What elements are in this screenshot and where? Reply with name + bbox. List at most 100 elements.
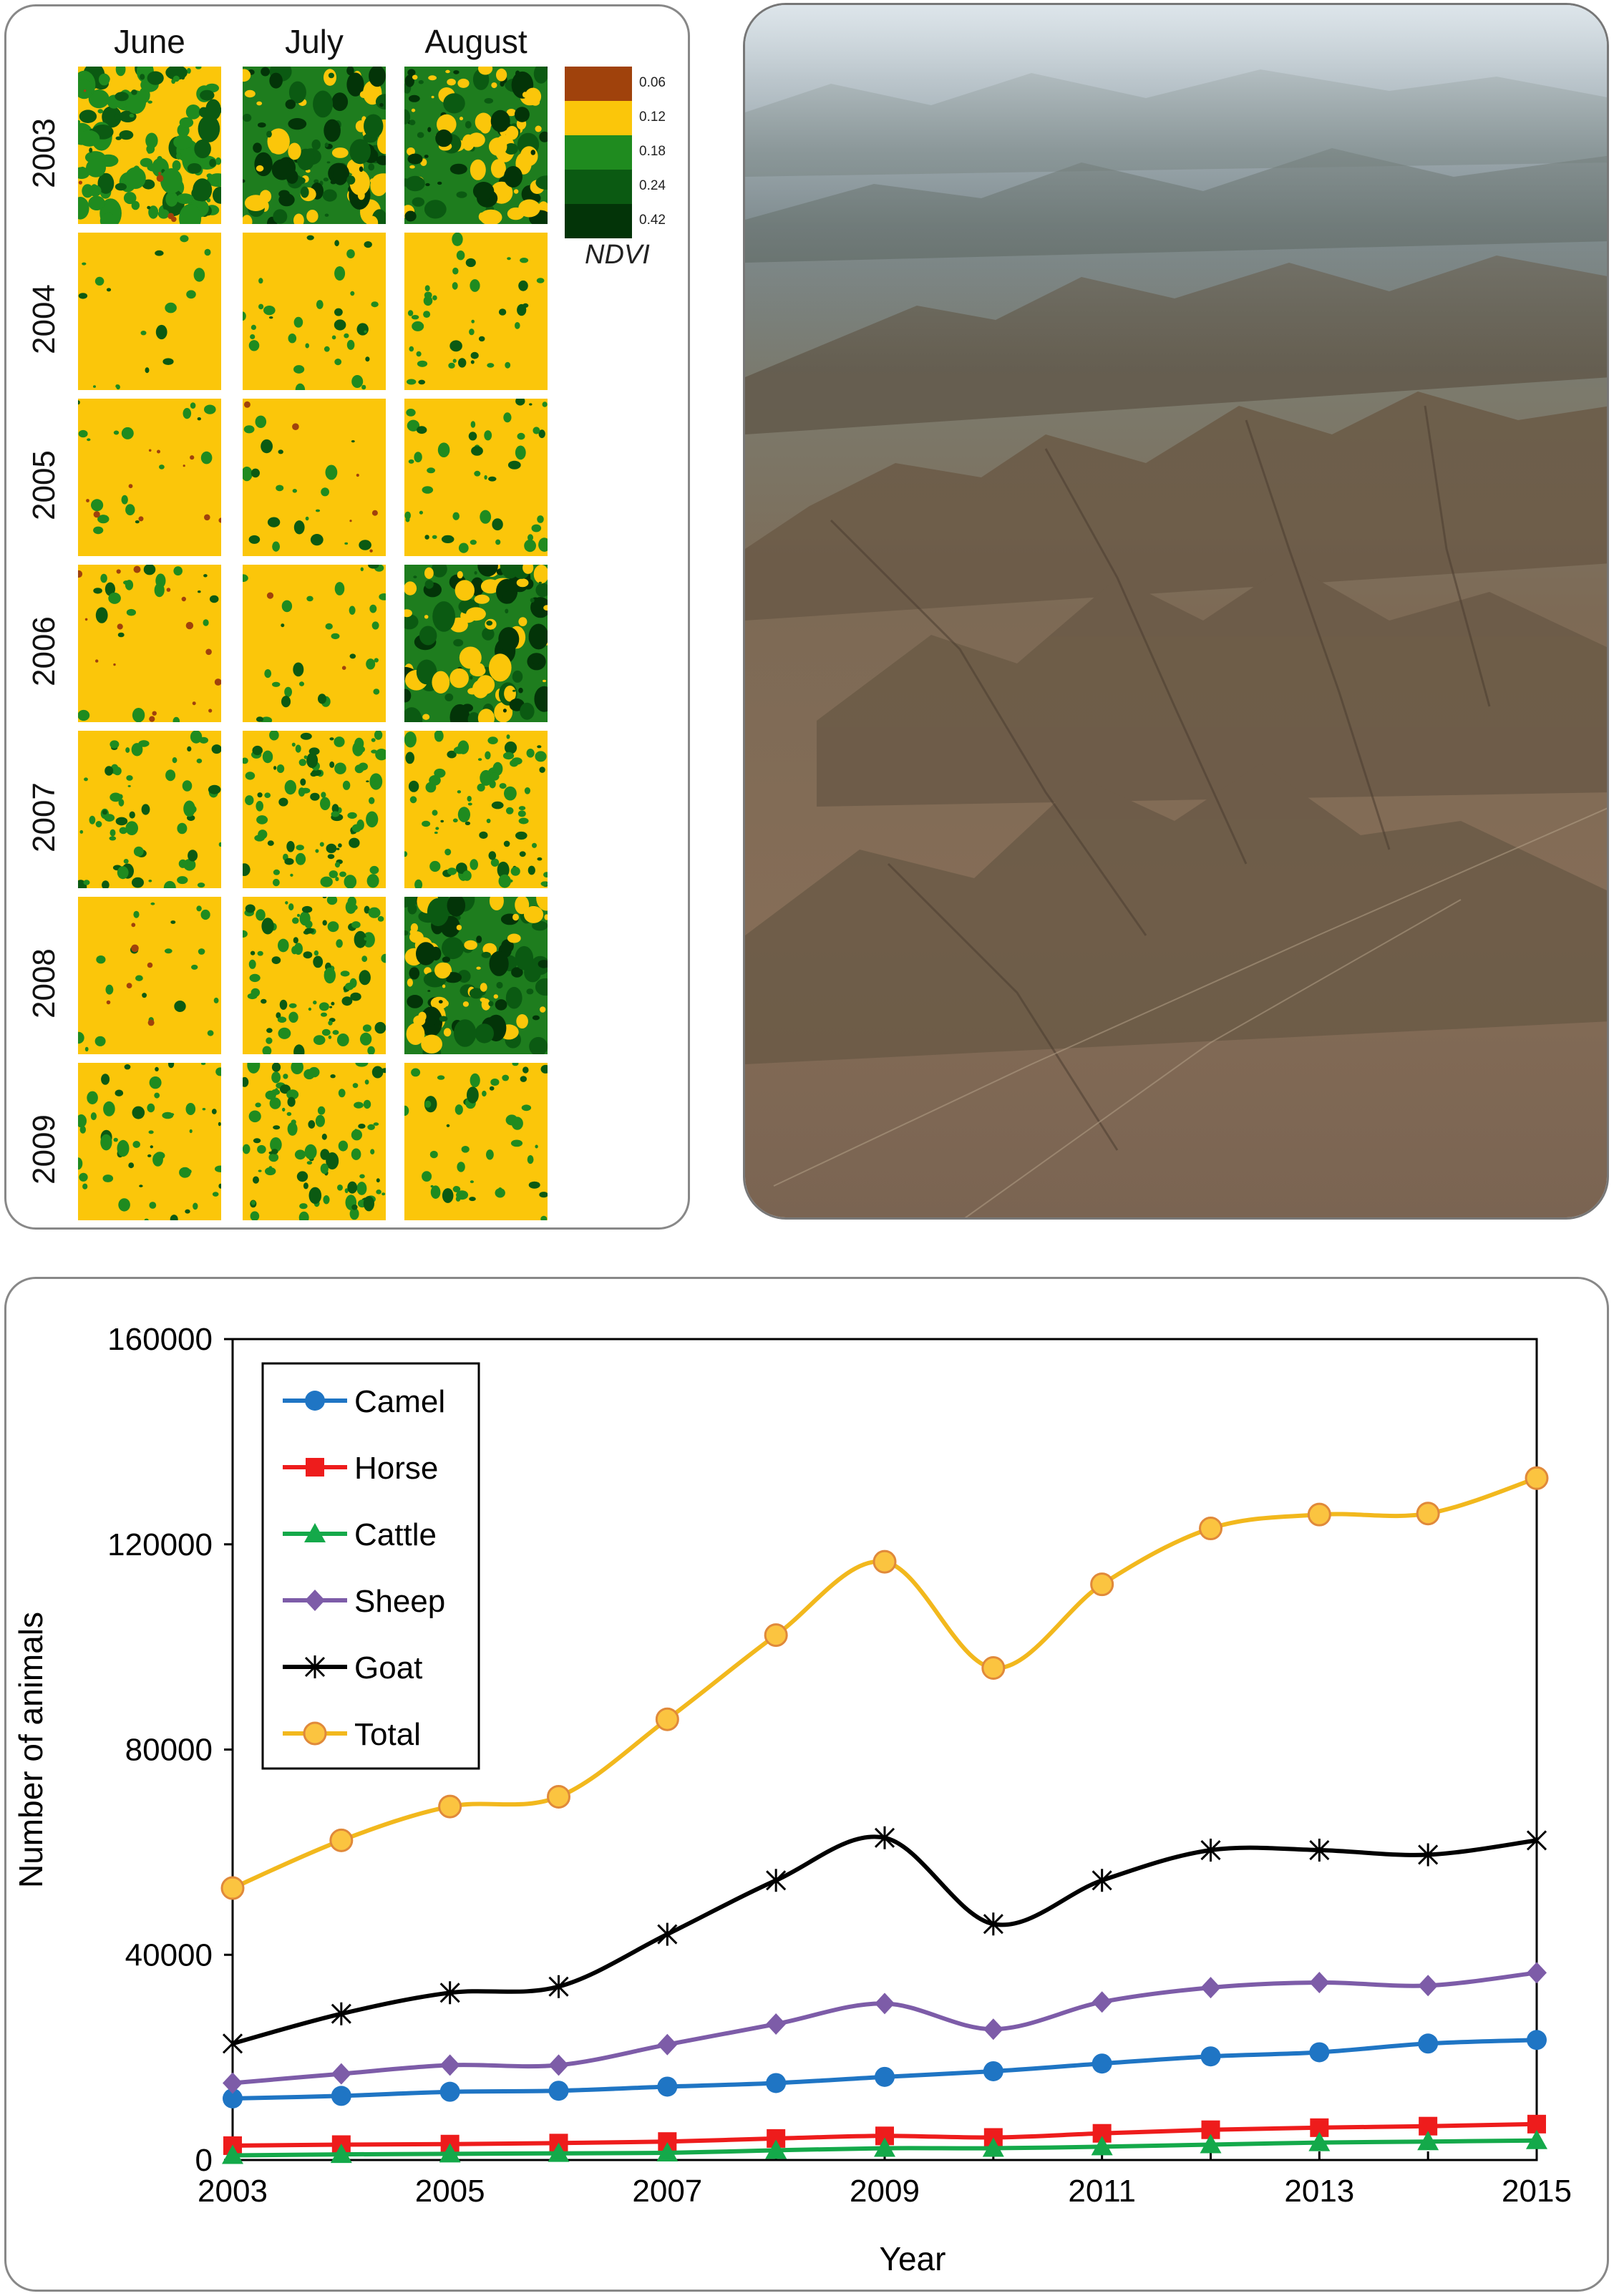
data-point-camel bbox=[657, 2076, 678, 2097]
data-point-camel bbox=[766, 2073, 787, 2093]
ndvi-map-2008-july bbox=[243, 897, 386, 1054]
data-point-total bbox=[220, 1876, 245, 1900]
x-tick-label: 2013 bbox=[1284, 2174, 1354, 2209]
year-label-2005: 2005 bbox=[26, 450, 62, 520]
ndvi-map-2006-june bbox=[78, 565, 221, 722]
data-point-camel bbox=[331, 2086, 351, 2106]
data-point-sheep bbox=[1092, 1991, 1112, 2013]
data-point-total bbox=[1090, 1572, 1114, 1597]
ndvi-legend-value: 0.24 bbox=[639, 178, 666, 193]
data-point-total bbox=[1525, 1466, 1549, 1490]
data-point-goat bbox=[1526, 1829, 1547, 1852]
ndvi-map-2006-august bbox=[404, 565, 548, 722]
year-label-2006: 2006 bbox=[26, 616, 62, 686]
legend-entry-horse: Horse bbox=[283, 1451, 438, 1486]
legend-marker-total bbox=[303, 1721, 327, 1746]
data-point-sheep bbox=[223, 2072, 243, 2094]
x-tick-label: 2005 bbox=[415, 2174, 485, 2209]
series-sheep bbox=[223, 1962, 1547, 2094]
year-label-2004: 2004 bbox=[26, 284, 62, 354]
x-tick-label: 2011 bbox=[1068, 2174, 1136, 2209]
data-point-total bbox=[872, 1550, 897, 1574]
year-label-2007: 2007 bbox=[26, 782, 62, 852]
data-point-goat bbox=[983, 1912, 1003, 1936]
ndvi-panel: 0.06 0.12 0.18 0.24 0.42 NDVI June July August… bbox=[4, 4, 690, 1230]
ndvi-map-2009-july bbox=[243, 1063, 386, 1220]
ndvi-map-2005-august bbox=[404, 399, 548, 556]
data-point-cattle bbox=[439, 2143, 461, 2163]
data-point-total bbox=[1199, 1517, 1222, 1541]
data-point-sheep bbox=[766, 2013, 787, 2035]
legend-label-sheep: Sheep bbox=[354, 1584, 445, 1619]
data-point-goat bbox=[657, 1922, 678, 1946]
month-header-july: July bbox=[285, 23, 344, 60]
data-point-camel bbox=[548, 2081, 569, 2101]
data-point-camel bbox=[223, 2088, 243, 2108]
data-point-cattle bbox=[1200, 2134, 1222, 2154]
data-point-sheep bbox=[1200, 1977, 1221, 1999]
ndvi-legend-value: 0.42 bbox=[639, 213, 666, 228]
y-tick-label: 40000 bbox=[125, 1937, 213, 1972]
data-point-goat bbox=[222, 2032, 243, 2056]
ndvi-legend-swatch bbox=[565, 170, 632, 204]
x-tick-label: 2009 bbox=[850, 2174, 920, 2209]
ndvi-legend-swatch bbox=[565, 101, 632, 135]
data-point-goat bbox=[439, 1981, 460, 2005]
data-point-total bbox=[1416, 1502, 1440, 1526]
ndvi-map-2004-july bbox=[243, 233, 386, 390]
legend-entry-goat: Goat bbox=[283, 1650, 422, 1685]
livestock-chart-panel: 0 40000 80000 120000 160000 2003 2005 2007 2009… bbox=[4, 1277, 1609, 2292]
legend-marker-cattle bbox=[304, 1523, 326, 1542]
x-axis-label: Year bbox=[880, 2240, 946, 2277]
legend-entry-total: Total bbox=[283, 1717, 421, 1752]
legend-marker-camel bbox=[305, 1391, 325, 1411]
data-point-cattle bbox=[982, 2137, 1004, 2157]
x-tick-label: 2015 bbox=[1502, 2174, 1572, 2209]
y-tick-label: 160000 bbox=[107, 1322, 213, 1357]
y-tick-label: 0 bbox=[195, 2143, 213, 2178]
data-point-camel bbox=[1092, 2053, 1112, 2074]
ndvi-map-2009-august bbox=[404, 1063, 548, 1220]
ndvi-map-2003-june bbox=[78, 67, 221, 224]
legend-label-total: Total bbox=[354, 1717, 421, 1752]
data-point-total bbox=[655, 1707, 679, 1731]
legend-label-camel: Camel bbox=[354, 1384, 445, 1419]
data-point-sheep bbox=[548, 2054, 569, 2076]
ndvi-map-2005-july bbox=[243, 399, 386, 556]
legend-box bbox=[261, 1362, 480, 1770]
livestock-line-chart: 0 40000 80000 120000 160000 2003 2005 2007 2009… bbox=[12, 1322, 1572, 2277]
data-point-sheep bbox=[657, 2033, 678, 2056]
month-header-august: August bbox=[424, 23, 528, 60]
ndvi-map-2007-june bbox=[78, 731, 221, 888]
ndvi-legend-swatch bbox=[565, 67, 632, 101]
ndvi-map-2008-august bbox=[404, 897, 548, 1054]
ndvi-legend-value: 0.18 bbox=[639, 144, 666, 159]
data-point-total bbox=[438, 1794, 462, 1819]
data-point-camel bbox=[875, 2066, 895, 2087]
data-point-total bbox=[329, 1828, 354, 1852]
ndvi-legend-swatch bbox=[565, 135, 632, 170]
year-label-2009: 2009 bbox=[26, 1114, 62, 1185]
data-point-goat bbox=[874, 1826, 895, 1849]
legend-entry-camel: Camel bbox=[283, 1384, 445, 1419]
ndvi-map-2007-july bbox=[243, 731, 386, 888]
x-tick-label: 2003 bbox=[198, 2174, 268, 2209]
data-point-sheep bbox=[439, 2054, 460, 2076]
data-point-camel bbox=[1200, 2046, 1221, 2067]
data-point-sheep bbox=[1309, 1971, 1330, 1993]
ndvi-map-2006-july bbox=[243, 565, 386, 722]
data-point-sheep bbox=[875, 1993, 895, 2015]
ndvi-legend-swatch bbox=[565, 204, 632, 238]
data-point-sheep bbox=[983, 2018, 1003, 2040]
legend-marker-sheep bbox=[305, 1590, 325, 1611]
ndvi-legend-title: NDVI bbox=[585, 240, 650, 270]
ndvi-legend-value: 0.06 bbox=[639, 75, 666, 90]
series-cattle bbox=[222, 2129, 1547, 2164]
data-point-cattle bbox=[1091, 2136, 1113, 2156]
legend-label-horse: Horse bbox=[354, 1451, 438, 1486]
data-point-total bbox=[764, 1623, 788, 1648]
ndvi-map-2007-august bbox=[404, 731, 548, 888]
y-tick-label: 120000 bbox=[107, 1527, 213, 1562]
data-point-cattle bbox=[1308, 2131, 1331, 2151]
legend-label-goat: Goat bbox=[354, 1650, 422, 1685]
